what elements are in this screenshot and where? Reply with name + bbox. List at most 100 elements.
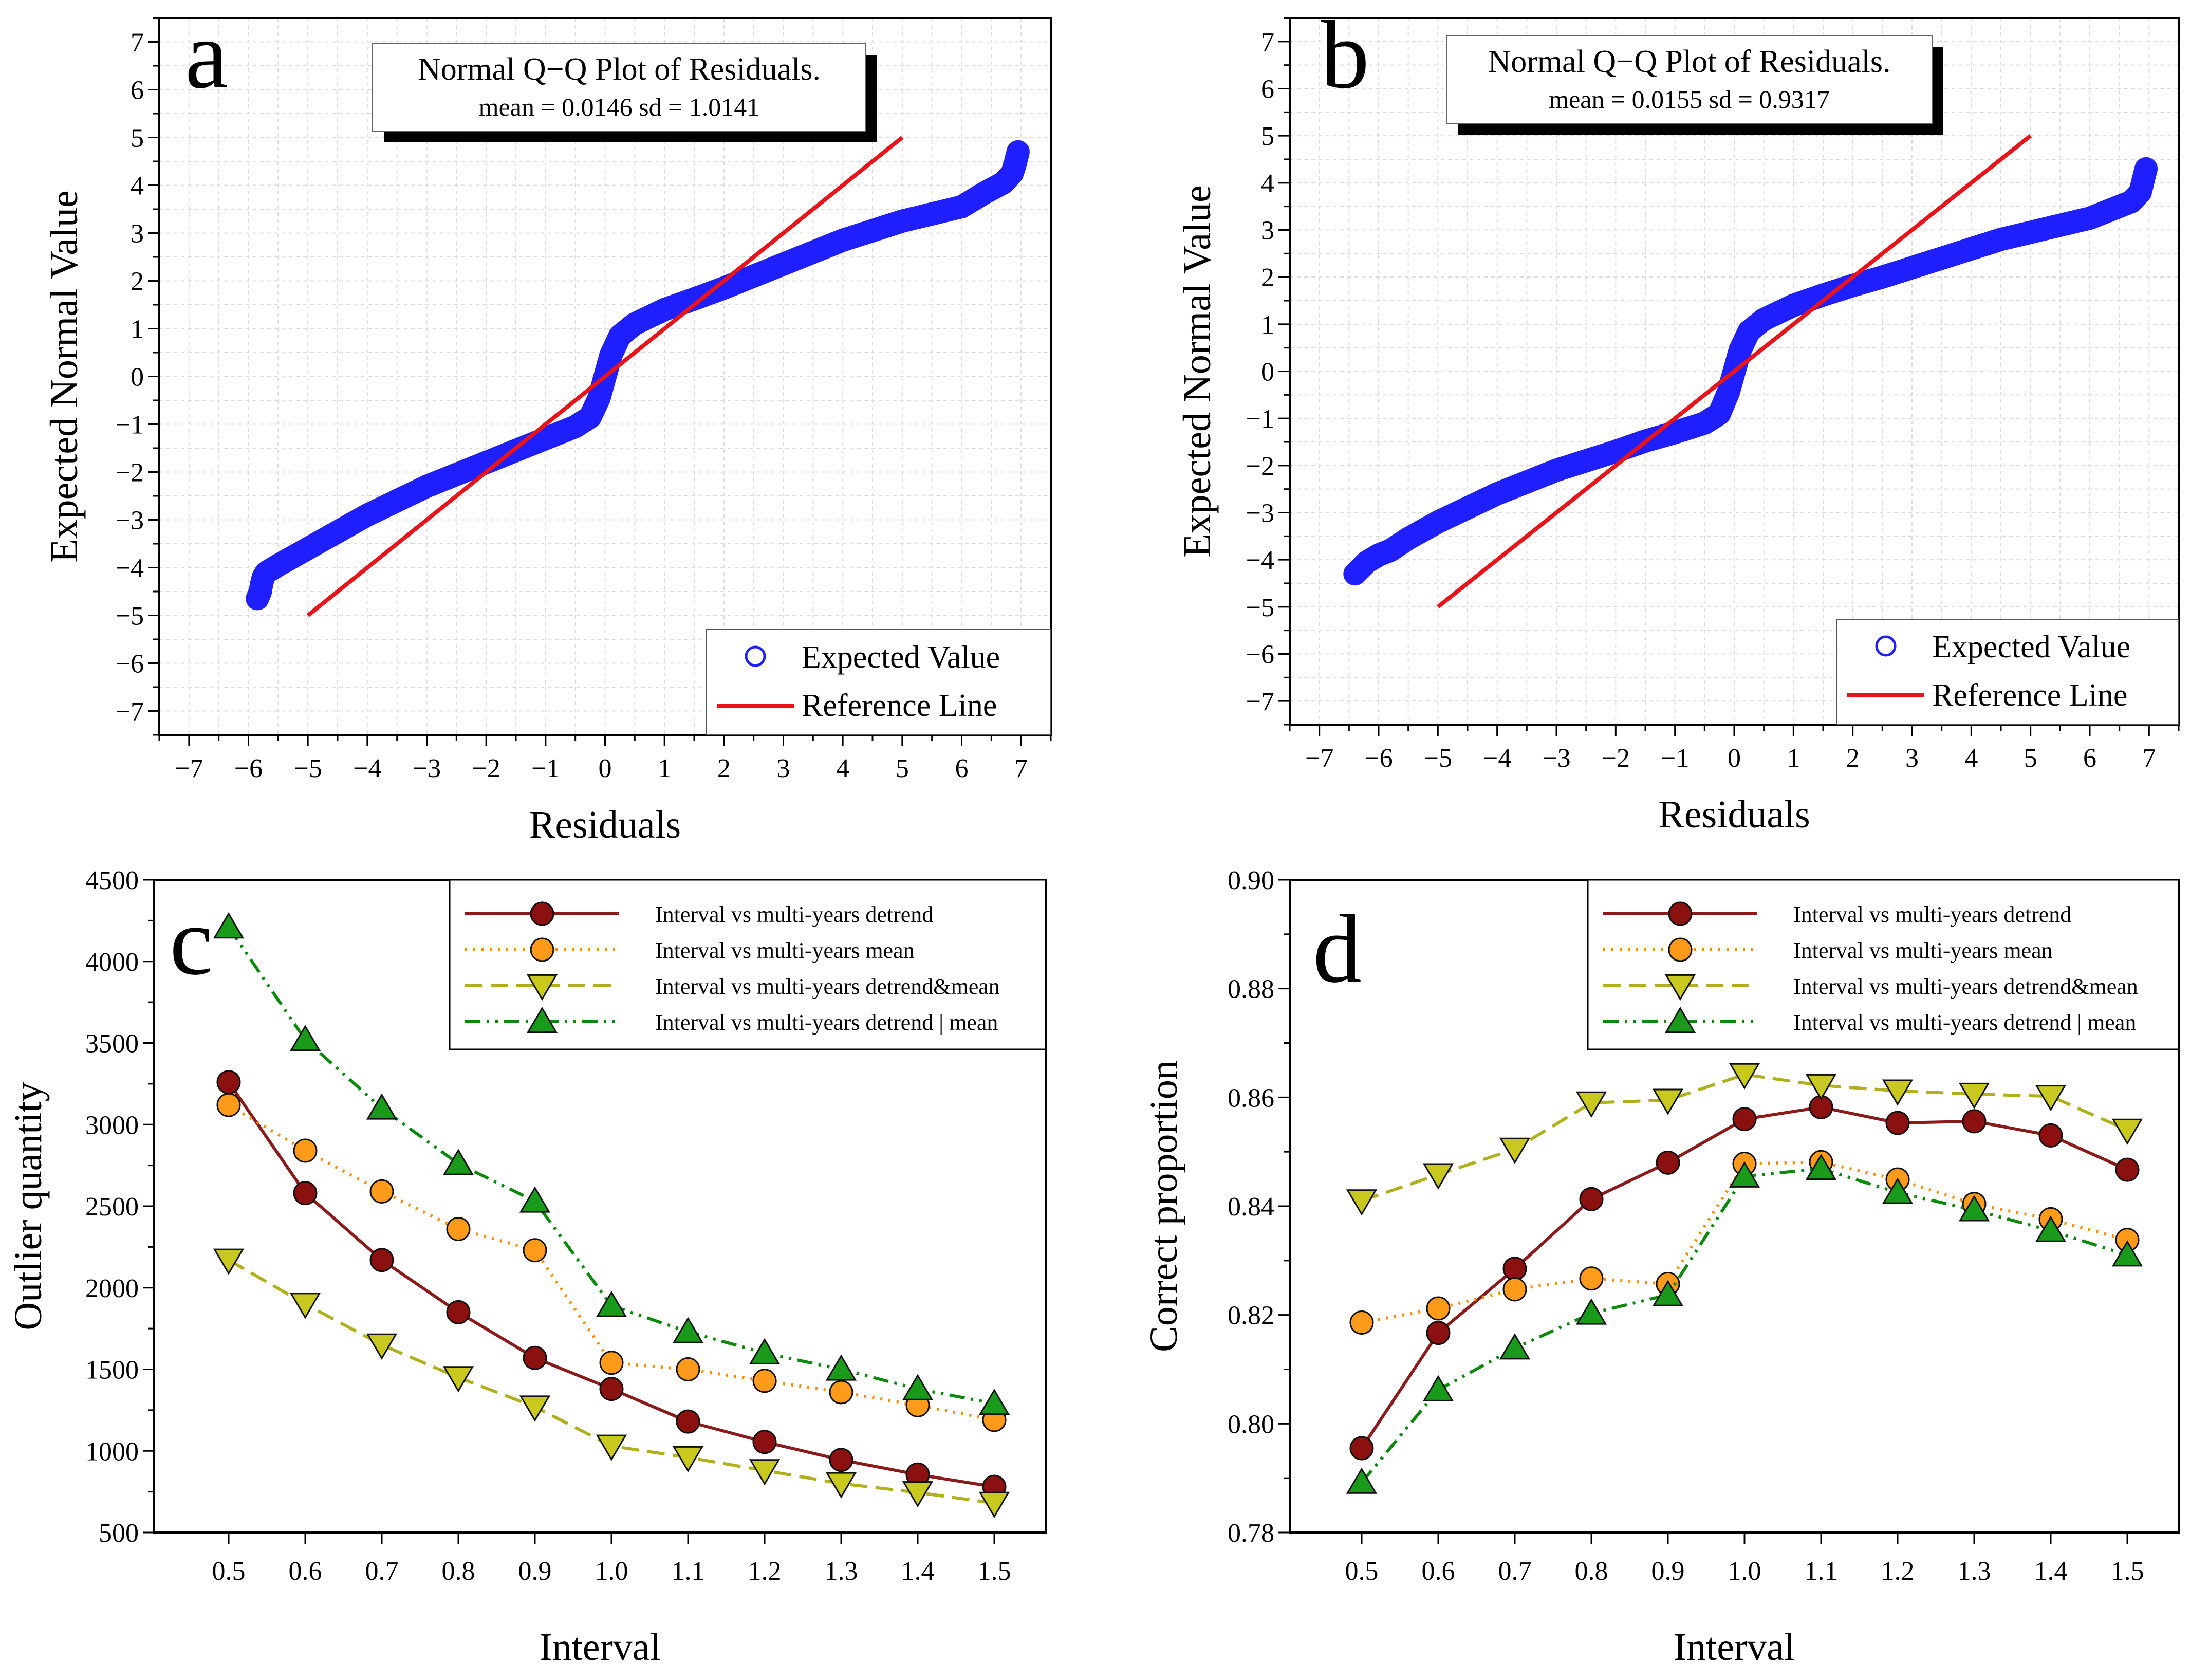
- data-point: [1499, 1333, 1531, 1360]
- x-tick-label: 5: [2024, 744, 2037, 773]
- panel-d: 0.5 0.6 0.7 0.8 0.9 1.0 1.1 1.2 1.3 1.4 1.5 0.90 0.8…: [1142, 866, 2180, 1669]
- x-tick-label: 1.2: [1881, 1557, 1915, 1586]
- panel-b: −7 −6 −5 −4 −3 −2 −1 0 1 2 3 4 5 6 7 7 6 5 4 3 2 1 0 −1 −2 −3 −4 −5…: [1176, 1, 2180, 836]
- expected-value-point: [2134, 157, 2158, 180]
- expected-value-series: [246, 140, 1030, 611]
- data-point: [1732, 1107, 1757, 1132]
- data-point: [2111, 1240, 2143, 1267]
- legend-label: Interval vs multi-years detrend&mean: [1793, 974, 2138, 999]
- y-tick-label: 3: [1261, 216, 1274, 246]
- y-tick-label: 4500: [85, 866, 139, 895]
- data-point: [1885, 1111, 1910, 1135]
- x-tick-label: 0: [1728, 744, 1741, 773]
- y-tick-label: 1: [131, 315, 144, 344]
- legend-label: Reference Line: [802, 688, 997, 723]
- data-point: [1962, 1109, 1987, 1134]
- data-point: [1349, 1436, 1374, 1461]
- legend-label: Reference Line: [1932, 678, 2127, 713]
- y-tick-label: 0.82: [1228, 1301, 1274, 1331]
- x-tick-label: 6: [955, 754, 969, 783]
- data-point: [978, 1389, 1010, 1415]
- x-tick-label: 1.4: [901, 1557, 935, 1586]
- data-point: [1729, 1161, 1760, 1188]
- title-box: [1446, 35, 1933, 124]
- x-tick-label: −4: [353, 754, 381, 783]
- plot-subtitle: mean = 0.0155 sd = 0.9317: [1549, 85, 1830, 114]
- data-point: [1664, 1006, 1696, 1033]
- x-tick-label: 2: [1846, 744, 1860, 773]
- x-tick-label: −1: [1661, 744, 1689, 773]
- data-point: [1426, 1296, 1451, 1321]
- y-tick-label: 0.86: [1228, 1083, 1274, 1113]
- x-tick-label: 7: [1014, 754, 1028, 783]
- x-tick-label: −7: [175, 754, 203, 783]
- panel-letter: c: [170, 888, 213, 995]
- x-tick-label: 1.3: [1958, 1557, 1991, 1586]
- data-point: [1499, 1137, 1531, 1164]
- x-tick-label: −6: [1364, 744, 1393, 773]
- data-point: [2035, 1085, 2067, 1112]
- data-point: [1426, 1321, 1451, 1345]
- data-point: [1502, 1277, 1527, 1302]
- panel-letter: b: [1321, 1, 1369, 109]
- grid: [1289, 17, 2179, 725]
- x-tick-label: 1.0: [595, 1557, 628, 1586]
- y-tick-label: 1000: [85, 1437, 139, 1466]
- grid: [159, 17, 1051, 735]
- panel-letter: a: [185, 1, 228, 109]
- data-point: [2111, 1118, 2143, 1145]
- legend-box: [1836, 619, 2179, 725]
- y-tick-label: 1500: [85, 1356, 139, 1385]
- data-point: [2038, 1123, 2063, 1148]
- x-tick-label: −5: [294, 754, 322, 783]
- data-point: [1575, 1298, 1607, 1325]
- y-tick-label: 7: [1261, 28, 1274, 57]
- x-tick-label: −2: [472, 754, 500, 783]
- series-4: [213, 912, 1010, 1415]
- x-axis-label: Residuals: [529, 803, 681, 846]
- legend-label: Interval vs multi-years detrend | mean: [1793, 1010, 2136, 1035]
- y-tick-label: 2000: [85, 1274, 139, 1303]
- y-tick-label: 5: [1261, 122, 1274, 151]
- y-tick-label: 7: [131, 28, 144, 58]
- y-tick-label: 2: [131, 267, 144, 297]
- data-point: [829, 1380, 853, 1405]
- data-point: [752, 1369, 777, 1393]
- x-tick-label: 6: [2083, 744, 2096, 773]
- data-point: [526, 1006, 558, 1033]
- data-point: [293, 1181, 318, 1206]
- data-point: [1958, 1195, 1990, 1222]
- data-point: [902, 1481, 934, 1508]
- y-tick-label: 0.80: [1228, 1410, 1274, 1439]
- y-tick-label: 6: [1261, 75, 1274, 104]
- x-tick-label: 5: [896, 754, 909, 783]
- data-point: [216, 1070, 241, 1095]
- y-tick-label: 2: [1261, 263, 1274, 292]
- y-tick-label: −2: [116, 458, 144, 488]
- x-tick-label: −7: [1305, 744, 1333, 773]
- legend-label: Expected Value: [802, 640, 1000, 675]
- y-tick-label: 3500: [85, 1029, 139, 1059]
- data-point: [596, 1434, 627, 1461]
- x-tick-label: 1.2: [748, 1557, 782, 1586]
- data-point: [442, 1366, 474, 1393]
- legend-label: Interval vs multi-years detrend: [655, 902, 933, 927]
- data-point: [213, 1248, 245, 1275]
- data-point: [752, 1430, 777, 1454]
- series-line: [1361, 1073, 2128, 1203]
- y-axis-label: Expected Normal Value: [1176, 185, 1219, 558]
- x-tick-label: 4: [836, 754, 849, 783]
- x-axis-label: Residuals: [1658, 793, 1810, 836]
- expected-value-point: [1006, 140, 1030, 163]
- data-point: [1958, 1082, 1990, 1110]
- series-line: [227, 1081, 995, 1489]
- data-point: [749, 1459, 781, 1486]
- legend-box: [706, 629, 1051, 735]
- data-point: [825, 1354, 857, 1381]
- data-point: [1668, 937, 1693, 962]
- data-point: [1656, 1150, 1680, 1175]
- legend-marker-circle-icon: [745, 645, 766, 667]
- data-point: [1349, 1310, 1374, 1335]
- x-tick-label: −3: [1542, 744, 1570, 773]
- y-tick-label: −6: [116, 650, 144, 679]
